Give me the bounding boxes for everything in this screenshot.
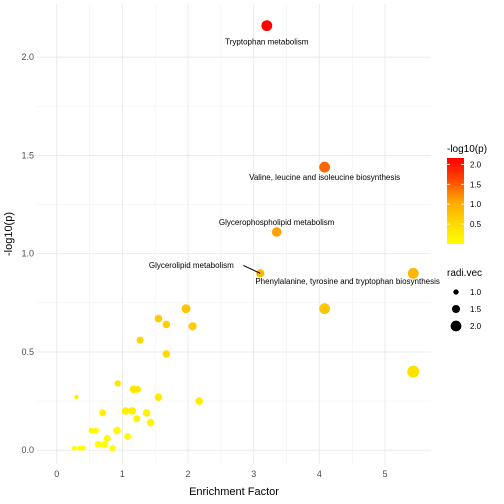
data-point (94, 440, 102, 448)
data-points (71, 20, 420, 452)
data-point (154, 314, 163, 323)
data-point (99, 409, 107, 417)
data-point (162, 320, 171, 329)
point-annotations: Tryptophan metabolism Valine, leucine and… (149, 37, 440, 286)
data-point (261, 20, 273, 32)
y-tick-label: 0.0 (21, 445, 34, 455)
data-point (181, 304, 191, 314)
x-tick-label: 5 (383, 469, 388, 479)
size-legend-items: 1.0 1.5 2.0 (450, 288, 482, 332)
size-legend: radi.vec 1.0 1.5 2.0 (447, 268, 482, 332)
data-point (74, 394, 79, 400)
data-point (121, 407, 130, 415)
data-point (136, 336, 144, 344)
annotation-label: Phenylalanine, tyrosine and tryptophan b… (255, 277, 440, 286)
size-legend-label: 1.5 (470, 305, 482, 314)
data-point (128, 407, 137, 415)
data-point (407, 365, 420, 378)
size-legend-label: 2.0 (470, 322, 482, 331)
y-axis-ticks: 0.0 0.5 1.0 1.5 2.0 (21, 52, 34, 455)
x-axis-ticks: 0 1 2 3 4 5 (54, 469, 387, 479)
x-tick-label: 3 (251, 469, 256, 479)
x-axis-title: Enrichment Factor (189, 486, 279, 498)
data-point (195, 397, 203, 405)
grid-lines (37, 4, 431, 464)
data-point (407, 267, 419, 279)
size-legend-title: radi.vec (447, 268, 482, 279)
data-point (88, 427, 95, 434)
color-legend-bar (447, 158, 464, 244)
data-point (114, 380, 121, 387)
size-legend-circle (453, 289, 459, 295)
color-legend-tick-label: 1.0 (470, 200, 482, 209)
annotation-label: Tryptophan metabolism (225, 37, 309, 46)
data-point (162, 350, 171, 358)
color-legend-tick-label: 0.5 (470, 220, 482, 229)
size-legend-label: 1.0 (470, 288, 482, 297)
x-tick-label: 1 (120, 469, 125, 479)
plot-panel (37, 4, 431, 464)
color-legend-tick-label: 2.0 (470, 160, 482, 169)
data-point (103, 434, 111, 442)
data-point (133, 385, 141, 393)
data-point (93, 427, 99, 434)
annotation-leader-line (243, 264, 261, 274)
x-tick-label: 4 (317, 469, 322, 479)
color-legend-title: -log10(p) (447, 144, 487, 155)
annotation-label: Glycerophospholipid metabolism (219, 218, 335, 227)
data-point (188, 322, 197, 331)
data-point (71, 445, 77, 451)
annotation-label: Glycerolipid metabolism (149, 261, 234, 270)
data-point (109, 445, 116, 452)
size-legend-circle (451, 304, 461, 314)
data-point (154, 393, 163, 401)
data-point (319, 303, 331, 315)
data-point (146, 418, 155, 427)
y-tick-label: 1.5 (21, 150, 34, 160)
y-tick-label: 2.0 (21, 52, 34, 62)
data-point (142, 409, 151, 417)
color-legend-ticks: 2.0 1.5 1.0 0.5 (447, 160, 482, 229)
data-point (271, 227, 282, 237)
y-axis-title: -log10(p) (3, 212, 15, 256)
x-tick-label: 0 (54, 469, 59, 479)
size-legend-circle (450, 320, 462, 332)
x-tick-label: 2 (186, 469, 191, 479)
data-point (319, 161, 331, 173)
y-tick-label: 1.0 (21, 249, 34, 259)
annotation-label: Valine, leucine and isoleucine biosynthe… (249, 173, 400, 182)
data-point (133, 415, 141, 423)
data-point (80, 445, 86, 451)
data-point (101, 440, 109, 448)
data-point (113, 426, 121, 435)
y-tick-label: 0.5 (21, 347, 34, 357)
color-legend-tick-label: 1.5 (470, 180, 482, 189)
data-point (124, 432, 132, 440)
color-legend: -log10(p) 2.0 1.5 1.0 0.5 (447, 144, 487, 244)
